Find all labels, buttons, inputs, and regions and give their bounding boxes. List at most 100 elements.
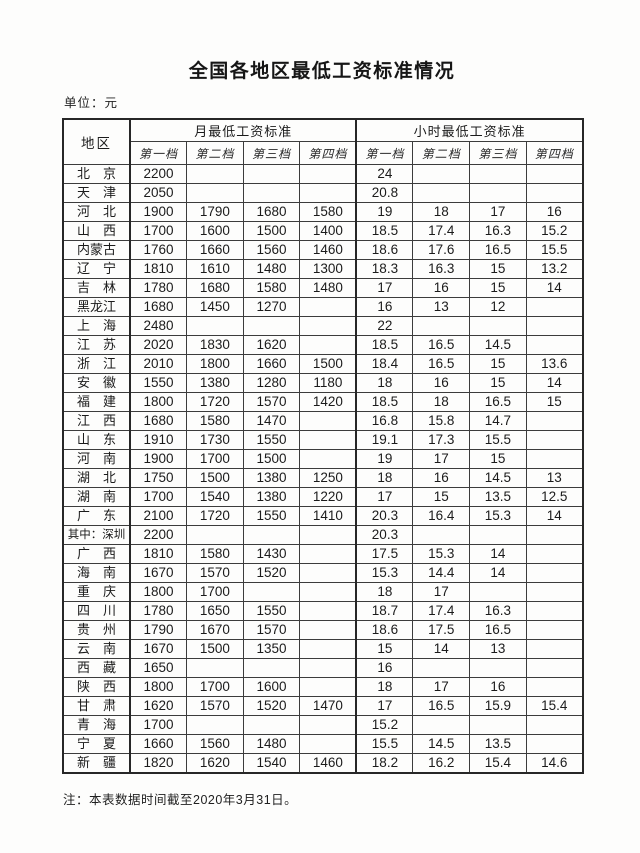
- table-row: 广 西 1810 1580 1430 17.5 15.3 14: [62, 544, 584, 564]
- monthly-tier-cell: 2050: [129, 183, 188, 203]
- hourly-tier-cell: [469, 582, 527, 602]
- hourly-tier-cell: 16.5: [412, 335, 471, 355]
- monthly-tier-cell: 1620: [186, 753, 244, 774]
- region-cell: 贵 州: [62, 620, 131, 640]
- region-cell: 北 京: [62, 164, 131, 184]
- hourly-tier-cell: 16: [525, 202, 584, 222]
- tier-header-cell: 第四档: [525, 141, 584, 165]
- hourly-tier-cell: 17: [469, 202, 527, 222]
- monthly-tier-cell: 1520: [242, 696, 301, 716]
- monthly-tier-cell: [299, 430, 357, 450]
- monthly-tier-cell: [242, 582, 301, 602]
- hourly-tier-cell: 16.5: [412, 354, 471, 374]
- table-row: 上 海 2480 22: [62, 316, 584, 336]
- monthly-tier-cell: 1600: [186, 221, 244, 241]
- monthly-group-header: 月最低工资标准: [129, 118, 357, 142]
- hourly-tier-cell: [469, 164, 527, 184]
- hourly-group-header: 小时最低工资标准: [355, 118, 584, 142]
- monthly-tier-cell: 1900: [129, 449, 188, 469]
- hourly-tier-cell: 16.5: [469, 392, 527, 412]
- table-row: 河 北 1900 1790 1680 1580 19 18 17 16: [62, 202, 584, 222]
- region-cell: 湖 南: [62, 487, 131, 507]
- unit-label: 单位：元: [64, 96, 119, 110]
- hourly-tier-cell: 18: [355, 582, 414, 602]
- monthly-tier-cell: 1560: [186, 734, 244, 754]
- hourly-tier-cell: 13.5: [469, 734, 527, 754]
- table-row: 福 建 1800 1720 1570 1420 18.5 18 16.5 15: [62, 392, 584, 412]
- monthly-tier-cell: [299, 183, 357, 203]
- table-row: 河 南 1900 1700 1500 19 17 15: [62, 449, 584, 469]
- hourly-tier-cell: [412, 715, 471, 735]
- monthly-tier-cell: [242, 715, 301, 735]
- tier-header-cell: 第三档: [242, 141, 301, 165]
- monthly-tier-cell: 2010: [129, 354, 188, 374]
- region-cell: 湖 北: [62, 468, 131, 488]
- monthly-tier-cell: 1270: [242, 297, 301, 317]
- monthly-tier-cell: 1700: [129, 221, 188, 241]
- hourly-tier-cell: 20.3: [355, 525, 414, 545]
- tier-header-cell: 第一档: [355, 141, 414, 165]
- monthly-tier-cell: 1800: [129, 677, 188, 697]
- hourly-tier-cell: 16.2: [412, 753, 471, 774]
- table-row: 安 徽 1550 1380 1280 1180 18 16 15 14: [62, 373, 584, 393]
- hourly-tier-cell: 18.5: [355, 392, 414, 412]
- hourly-tier-cell: [525, 582, 584, 602]
- monthly-tier-cell: [299, 411, 357, 431]
- monthly-tier-cell: [242, 164, 301, 184]
- region-cell: 广 东: [62, 506, 131, 526]
- monthly-tier-cell: 1220: [299, 487, 357, 507]
- monthly-tier-cell: 1680: [186, 278, 244, 298]
- monthly-tier-cell: 1570: [186, 563, 244, 583]
- monthly-tier-cell: 1580: [186, 411, 244, 431]
- hourly-tier-cell: [525, 620, 584, 640]
- hourly-tier-cell: 16.8: [355, 411, 414, 431]
- hourly-tier-cell: 16: [412, 278, 471, 298]
- hourly-tier-cell: 15.3: [469, 506, 527, 526]
- hourly-tier-cell: 14: [469, 544, 527, 564]
- hourly-tier-cell: 18.3: [355, 259, 414, 279]
- monthly-tier-cell: [299, 639, 357, 659]
- monthly-tier-cell: 1800: [129, 582, 188, 602]
- monthly-tier-cell: 1480: [242, 259, 301, 279]
- monthly-tier-cell: 1500: [299, 354, 357, 374]
- monthly-tier-cell: 1180: [299, 373, 357, 393]
- hourly-tier-cell: 18: [355, 468, 414, 488]
- monthly-tier-cell: 1790: [129, 620, 188, 640]
- monthly-tier-cell: 1660: [129, 734, 188, 754]
- table-row: 重 庆 1800 1700 18 17: [62, 582, 584, 602]
- tier-header-cell: 第二档: [186, 141, 244, 165]
- monthly-tier-cell: [299, 449, 357, 469]
- hourly-tier-cell: 15.5: [525, 240, 584, 260]
- monthly-tier-cell: 1410: [299, 506, 357, 526]
- hourly-tier-cell: 15.4: [469, 753, 527, 774]
- hourly-tier-cell: 12.5: [525, 487, 584, 507]
- hourly-tier-cell: 19: [355, 202, 414, 222]
- monthly-tier-cell: 1520: [242, 563, 301, 583]
- monthly-tier-cell: [186, 715, 244, 735]
- monthly-tier-cell: 1380: [186, 373, 244, 393]
- hourly-tier-cell: 16: [412, 468, 471, 488]
- monthly-tier-cell: [299, 677, 357, 697]
- monthly-tier-cell: [299, 582, 357, 602]
- hourly-tier-cell: [525, 525, 584, 545]
- hourly-tier-cell: 18.7: [355, 601, 414, 621]
- hourly-tier-cell: 16: [355, 297, 414, 317]
- region-cell: 吉 林: [62, 278, 131, 298]
- hourly-tier-cell: 14.7: [469, 411, 527, 431]
- monthly-tier-cell: 1800: [129, 392, 188, 412]
- monthly-tier-cell: 1660: [186, 240, 244, 260]
- region-cell: 江 西: [62, 411, 131, 431]
- hourly-tier-cell: 15: [469, 259, 527, 279]
- hourly-tier-cell: 18: [412, 392, 471, 412]
- monthly-tier-cell: 1620: [242, 335, 301, 355]
- hourly-tier-cell: 17.6: [412, 240, 471, 260]
- hourly-tier-cell: 15: [469, 278, 527, 298]
- hourly-tier-cell: 17.4: [412, 221, 471, 241]
- region-cell: 甘 肃: [62, 696, 131, 716]
- table-row: 云 南 1670 1500 1350 15 14 13: [62, 639, 584, 659]
- hourly-tier-cell: 15.2: [355, 715, 414, 735]
- monthly-tier-cell: 2100: [129, 506, 188, 526]
- table-row: 江 苏 2020 1830 1620 18.5 16.5 14.5: [62, 335, 584, 355]
- hourly-tier-cell: [469, 183, 527, 203]
- monthly-tier-cell: 1550: [242, 601, 301, 621]
